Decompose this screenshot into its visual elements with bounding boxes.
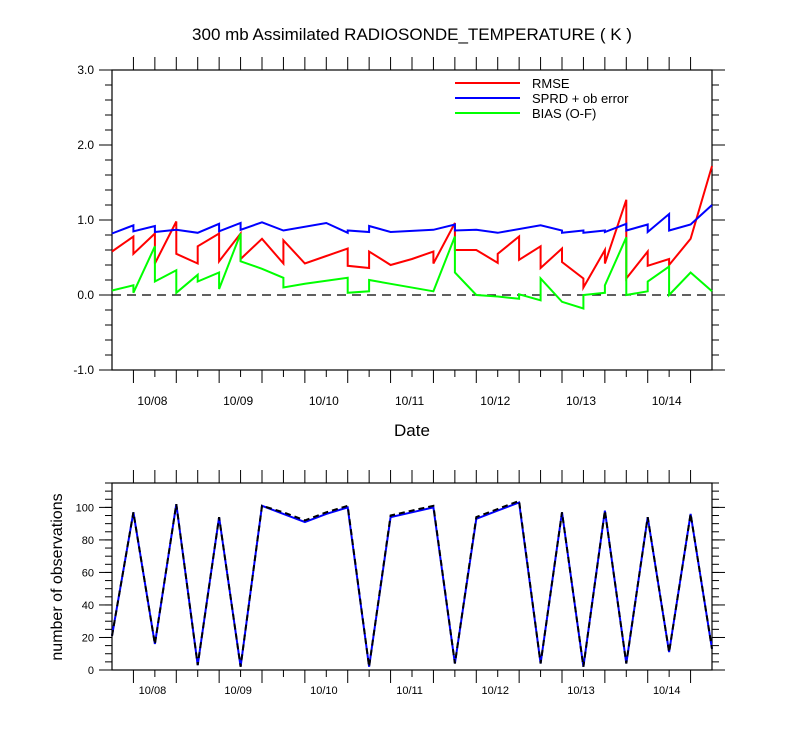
y-tick-label: 40 — [82, 600, 94, 612]
plot-frame — [111, 69, 713, 371]
x-tick-label: 10/10 — [310, 685, 338, 697]
top-chart-xlabel: Date — [394, 421, 430, 440]
x-tick-label: 10/09 — [224, 685, 252, 697]
y-tick-label: 0 — [88, 665, 94, 677]
y-tick-label: 100 — [76, 502, 94, 514]
top-plot-area: -1.0 0.0 1.0 2.0 3.0 10/08 10/09 10/10 10/11 10/1… — [73, 57, 725, 408]
y-tick-label: 20 — [82, 632, 94, 644]
x-tick-label: 10/14 — [652, 394, 682, 408]
x-tick-label: 10/11 — [395, 394, 424, 408]
x-tick-label: 10/08 — [139, 685, 167, 697]
legend-label: RMSE — [532, 76, 570, 91]
y-tick-label: 1.0 — [77, 213, 94, 227]
x-tick-label: 10/13 — [566, 394, 596, 408]
series-line-observations-solid- — [111, 501, 713, 667]
x-tick-label: 10/09 — [223, 394, 253, 408]
y-tick-label: 0.0 — [77, 288, 94, 302]
x-tick-label: 10/10 — [309, 394, 339, 408]
bottom-chart-ylabel: number of observations — [49, 493, 66, 660]
x-tick-label: 10/12 — [482, 685, 510, 697]
series-line-sprd-ob-error — [111, 204, 713, 235]
x-tick-label: 10/14 — [653, 685, 681, 697]
y-tick-label: 2.0 — [77, 138, 94, 152]
legend-label: BIAS (O-F) — [532, 106, 596, 121]
x-tick-label: 10/08 — [137, 394, 167, 408]
series-line-bias-o-f- — [111, 233, 713, 310]
top-chart-title: 300 mb Assimilated RADIOSONDE_TEMPERATUR… — [192, 25, 632, 44]
x-tick-label: 10/11 — [396, 685, 423, 697]
y-tick-label: 80 — [82, 535, 94, 547]
legend-label: SPRD + ob error — [532, 91, 629, 106]
y-tick-label: 3.0 — [77, 63, 94, 77]
x-tick-label: 10/13 — [567, 685, 595, 697]
x-tick-label: 10/12 — [480, 394, 510, 408]
bottom-plot-area: 0 20 40 60 80 100 10/08 10/09 10/10 10/11 10/12 10/… — [76, 470, 725, 697]
y-tick-label: -1.0 — [73, 363, 94, 377]
series-line-rmse — [111, 165, 713, 292]
series-line-observations-dashed- — [111, 499, 713, 667]
y-tick-label: 60 — [82, 567, 94, 579]
